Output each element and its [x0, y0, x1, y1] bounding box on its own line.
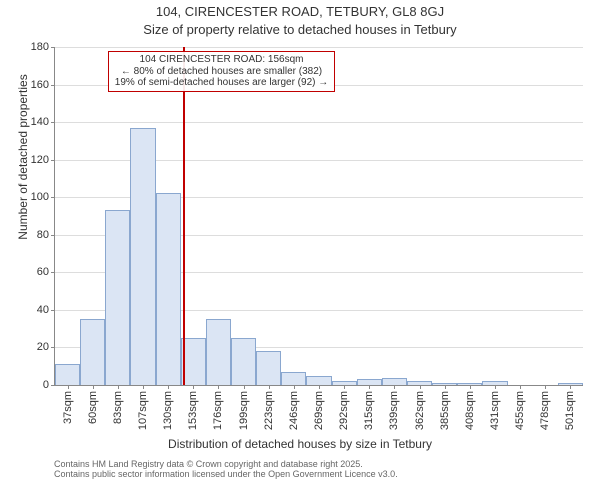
chart-subtitle: Size of property relative to detached ho…	[0, 22, 600, 37]
x-tick-label: 385sqm	[439, 385, 451, 430]
annotation-line: ← 80% of detached houses are smaller (38…	[115, 66, 328, 78]
histogram-bar	[80, 319, 105, 385]
x-tick-label: 246sqm	[288, 385, 300, 430]
y-tick-label: 40	[37, 304, 55, 316]
y-tick-label: 160	[31, 79, 55, 91]
x-tick-label: 60sqm	[87, 385, 99, 424]
y-tick-label: 180	[31, 41, 55, 53]
histogram-bar	[105, 210, 130, 385]
x-tick-label: 339sqm	[388, 385, 400, 430]
histogram-bar	[382, 378, 407, 386]
y-tick-label: 20	[37, 341, 55, 353]
figure: 104, CIRENCESTER ROAD, TETBURY, GL8 8GJ …	[0, 0, 600, 500]
y-tick-label: 80	[37, 229, 55, 241]
annotation-line: 19% of semi-detached houses are larger (…	[115, 77, 328, 89]
chart-title: 104, CIRENCESTER ROAD, TETBURY, GL8 8GJ	[0, 4, 600, 19]
x-tick-label: 315sqm	[363, 385, 375, 430]
annotation-line: 104 CIRENCESTER ROAD: 156sqm	[115, 54, 328, 66]
x-tick-label: 292sqm	[338, 385, 350, 430]
x-tick-label: 199sqm	[238, 385, 250, 430]
x-tick-label: 223sqm	[263, 385, 275, 430]
x-tick-label: 153sqm	[187, 385, 199, 430]
plot-area: 02040608010012014016018037sqm60sqm83sqm1…	[54, 47, 583, 386]
x-tick-label: 455sqm	[514, 385, 526, 430]
reference-line	[183, 47, 185, 385]
x-tick-label: 431sqm	[489, 385, 501, 430]
x-axis-label: Distribution of detached houses by size …	[0, 437, 600, 451]
x-tick-label: 408sqm	[464, 385, 476, 430]
annotation-box: 104 CIRENCESTER ROAD: 156sqm← 80% of det…	[108, 51, 335, 92]
attribution: Contains HM Land Registry data © Crown c…	[54, 459, 398, 479]
histogram-bar	[231, 338, 256, 385]
y-axis-label: Number of detached properties	[16, 0, 30, 326]
grid-line	[55, 122, 583, 123]
histogram-bar	[55, 364, 80, 385]
x-tick-label: 130sqm	[162, 385, 174, 430]
attribution-line-2: Contains public sector information licen…	[54, 469, 398, 479]
histogram-bar	[206, 319, 231, 385]
histogram-bar	[130, 128, 155, 385]
x-tick-label: 478sqm	[539, 385, 551, 430]
y-tick-label: 120	[31, 154, 55, 166]
x-tick-label: 269sqm	[313, 385, 325, 430]
histogram-bar	[306, 376, 331, 385]
histogram-bar	[281, 372, 306, 385]
y-tick-label: 100	[31, 191, 55, 203]
histogram-bar	[256, 351, 281, 385]
attribution-line-1: Contains HM Land Registry data © Crown c…	[54, 459, 398, 469]
histogram-bar	[156, 193, 181, 385]
x-tick-label: 37sqm	[62, 385, 74, 424]
x-tick-label: 107sqm	[137, 385, 149, 430]
y-tick-label: 0	[43, 379, 55, 391]
x-tick-label: 83sqm	[112, 385, 124, 424]
y-tick-label: 60	[37, 266, 55, 278]
x-tick-label: 176sqm	[212, 385, 224, 430]
grid-line	[55, 47, 583, 48]
x-tick-label: 362sqm	[414, 385, 426, 430]
y-tick-label: 140	[31, 116, 55, 128]
x-tick-label: 501sqm	[564, 385, 576, 430]
